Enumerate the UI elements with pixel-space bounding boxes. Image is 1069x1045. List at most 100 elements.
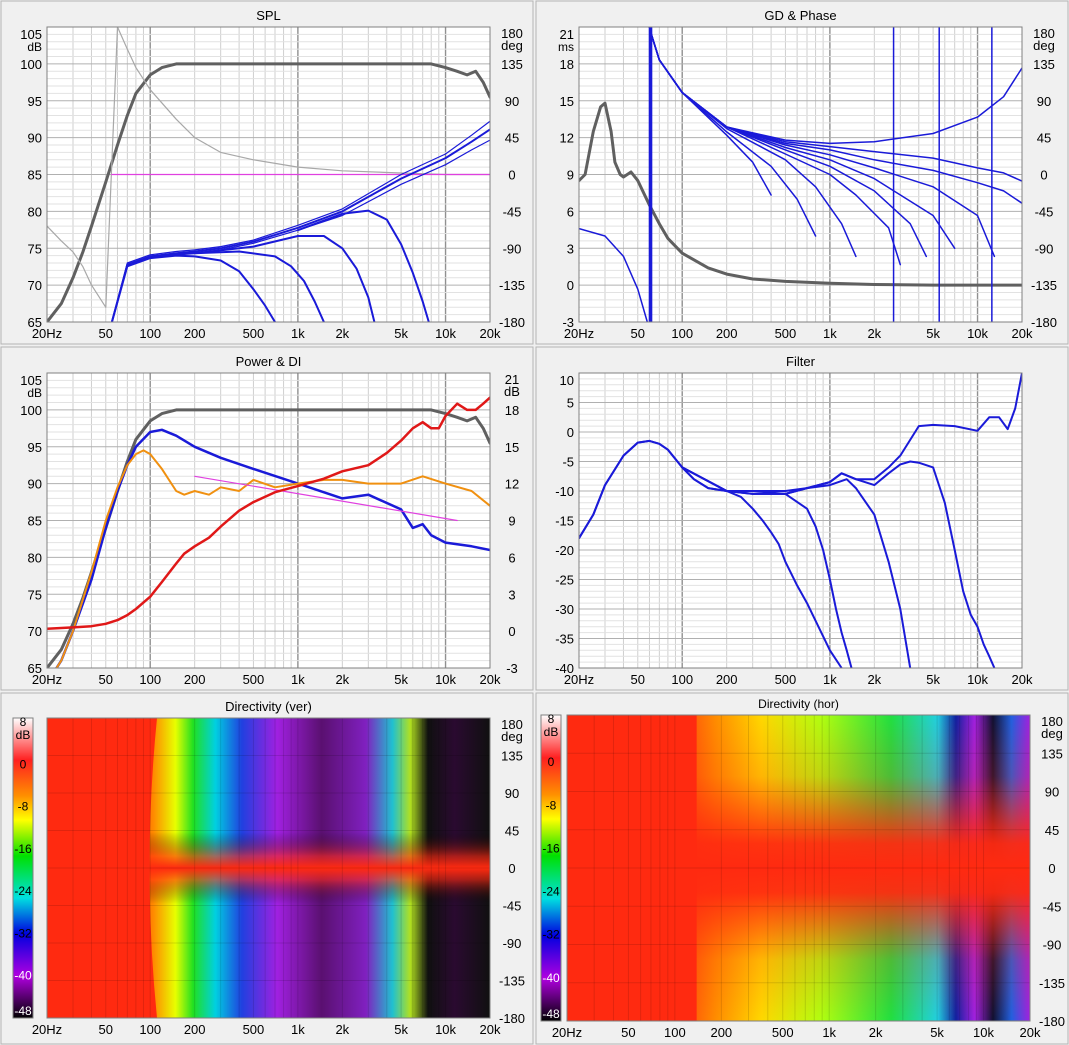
panel-dirhor: Directivity (hor) dB8 0 -8 -16 -24 -32 -40 -48 18… [535, 692, 1069, 1045]
y-tick-label: 15 [560, 94, 574, 109]
x-tick-label: 100 [139, 326, 161, 341]
x-tick-label: 50 [99, 672, 113, 687]
series-group [47, 396, 490, 668]
heatmap-low-region [567, 715, 697, 1021]
x-tick-label: 20Hz [32, 1022, 62, 1037]
y2-tick-label: 0 [1048, 861, 1055, 876]
y2-tick-label: 12 [505, 477, 519, 492]
y2-tick-label: 135 [1033, 57, 1055, 72]
y-tick-label: 12 [560, 131, 574, 146]
series-line-red [47, 396, 490, 630]
x-tick-label: 20k [1012, 672, 1033, 687]
colorbar-tick-label: 0 [548, 755, 555, 769]
y-tick-label: 90 [28, 131, 42, 146]
y2-tick-label: 18 [505, 403, 519, 418]
colorbar-tick-label: -24 [542, 885, 560, 899]
y2-unit-label: dB [504, 384, 520, 399]
x-tick-label: 20Hz [564, 326, 594, 341]
y2-tick-label: -45 [1043, 899, 1062, 914]
y-tick-label: 100 [20, 57, 42, 72]
x-tick-label: 100 [671, 672, 693, 687]
x-tick-label: 100 [671, 326, 693, 341]
y2-tick-label: -180 [1039, 1014, 1065, 1029]
x-tick-label: 2k [869, 1025, 883, 1040]
x-tick-label: 1k [291, 326, 305, 341]
y-unit-label: dB [27, 386, 42, 400]
y-tick-label: 21 [560, 27, 574, 42]
x-tick-label: 2k [867, 326, 881, 341]
colorbar-tick-label: -48 [542, 1007, 560, 1021]
colorbar-unit-label: dB [16, 728, 31, 742]
x-tick-label: 50 [631, 672, 645, 687]
y-tick-label: -35 [555, 632, 574, 647]
x-tick-label: 50 [99, 326, 113, 341]
y2-tick-label: -135 [1039, 976, 1065, 991]
x-tick-label: 500 [772, 1025, 794, 1040]
x-tick-label: 10k [973, 1025, 994, 1040]
y2-tick-label: -45 [1035, 204, 1054, 219]
x-tick-label: 50 [621, 1025, 635, 1040]
y-unit-label: ms [558, 40, 574, 54]
y-tick-label: 105 [20, 27, 42, 42]
x-tick-label: 200 [710, 1025, 732, 1040]
y2-tick-label: -90 [1035, 241, 1054, 256]
chart-title: SPL [256, 8, 281, 23]
panel-powerdi: Power & DI10510095908580757065dB21181512… [0, 346, 534, 691]
x-tick-label: 200 [184, 1022, 206, 1037]
y-tick-label: -3 [562, 315, 574, 330]
y-tick-label: -5 [562, 455, 574, 470]
y2-tick-label: 9 [508, 514, 515, 529]
y-tick-label: 70 [28, 624, 42, 639]
y-tick-label: 85 [28, 514, 42, 529]
y-tick-label: 80 [28, 204, 42, 219]
y2-tick-label: 45 [1037, 131, 1051, 146]
x-tick-label: 10k [967, 326, 988, 341]
heatmap-low-region [47, 718, 157, 1018]
x-tick-label: 200 [716, 326, 738, 341]
series-line-gray_light [47, 27, 490, 308]
y2-tick-label: -45 [503, 899, 522, 914]
x-tick-label: 500 [243, 326, 265, 341]
x-tick-label: 5k [394, 326, 408, 341]
chart-title: Directivity (ver) [225, 699, 312, 714]
y-tick-label: -25 [555, 573, 574, 588]
x-tick-label: 500 [775, 326, 797, 341]
x-tick-label: 20Hz [32, 326, 62, 341]
plot-border [46, 26, 491, 323]
y2-tick-label: -3 [506, 661, 518, 676]
colorbar-tick-label: -8 [18, 800, 29, 814]
series-line-magenta [194, 475, 458, 522]
series-group [579, 373, 1022, 668]
series-group [47, 27, 490, 322]
y2-unit-label: deg [501, 38, 523, 53]
y2-tick-label: 135 [501, 57, 523, 72]
y2-tick-label: -180 [1031, 315, 1057, 330]
plot-border [46, 372, 491, 669]
y-tick-label: -10 [555, 484, 574, 499]
y-tick-label: 75 [28, 587, 42, 602]
y2-tick-label: 90 [1037, 94, 1051, 109]
y2-tick-label: 0 [1040, 168, 1047, 183]
y2-tick-label: 15 [505, 440, 519, 455]
y2-tick-label: 90 [505, 94, 519, 109]
y2-tick-label: 135 [501, 749, 523, 764]
x-tick-label: 5k [926, 672, 940, 687]
plot-border [46, 717, 491, 1019]
colorbar-tick-label: -32 [542, 928, 560, 942]
y2-tick-label: -135 [499, 278, 525, 293]
x-tick-label: 5k [930, 1025, 944, 1040]
y2-tick-label: -135 [1031, 278, 1057, 293]
y-tick-label: 75 [28, 241, 42, 256]
series-line-orange [55, 449, 490, 668]
y2-tick-label: 3 [508, 587, 515, 602]
y2-tick-label: -180 [499, 315, 525, 330]
y2-tick-label: -45 [503, 204, 522, 219]
y2-unit-label: deg [501, 729, 523, 744]
y-tick-label: -20 [555, 543, 574, 558]
y-unit-label: dB [27, 40, 42, 54]
x-tick-label: 20k [480, 1022, 501, 1037]
y-tick-label: -15 [555, 514, 574, 529]
y2-tick-label: -90 [1043, 938, 1062, 953]
series-group [579, 27, 1022, 322]
